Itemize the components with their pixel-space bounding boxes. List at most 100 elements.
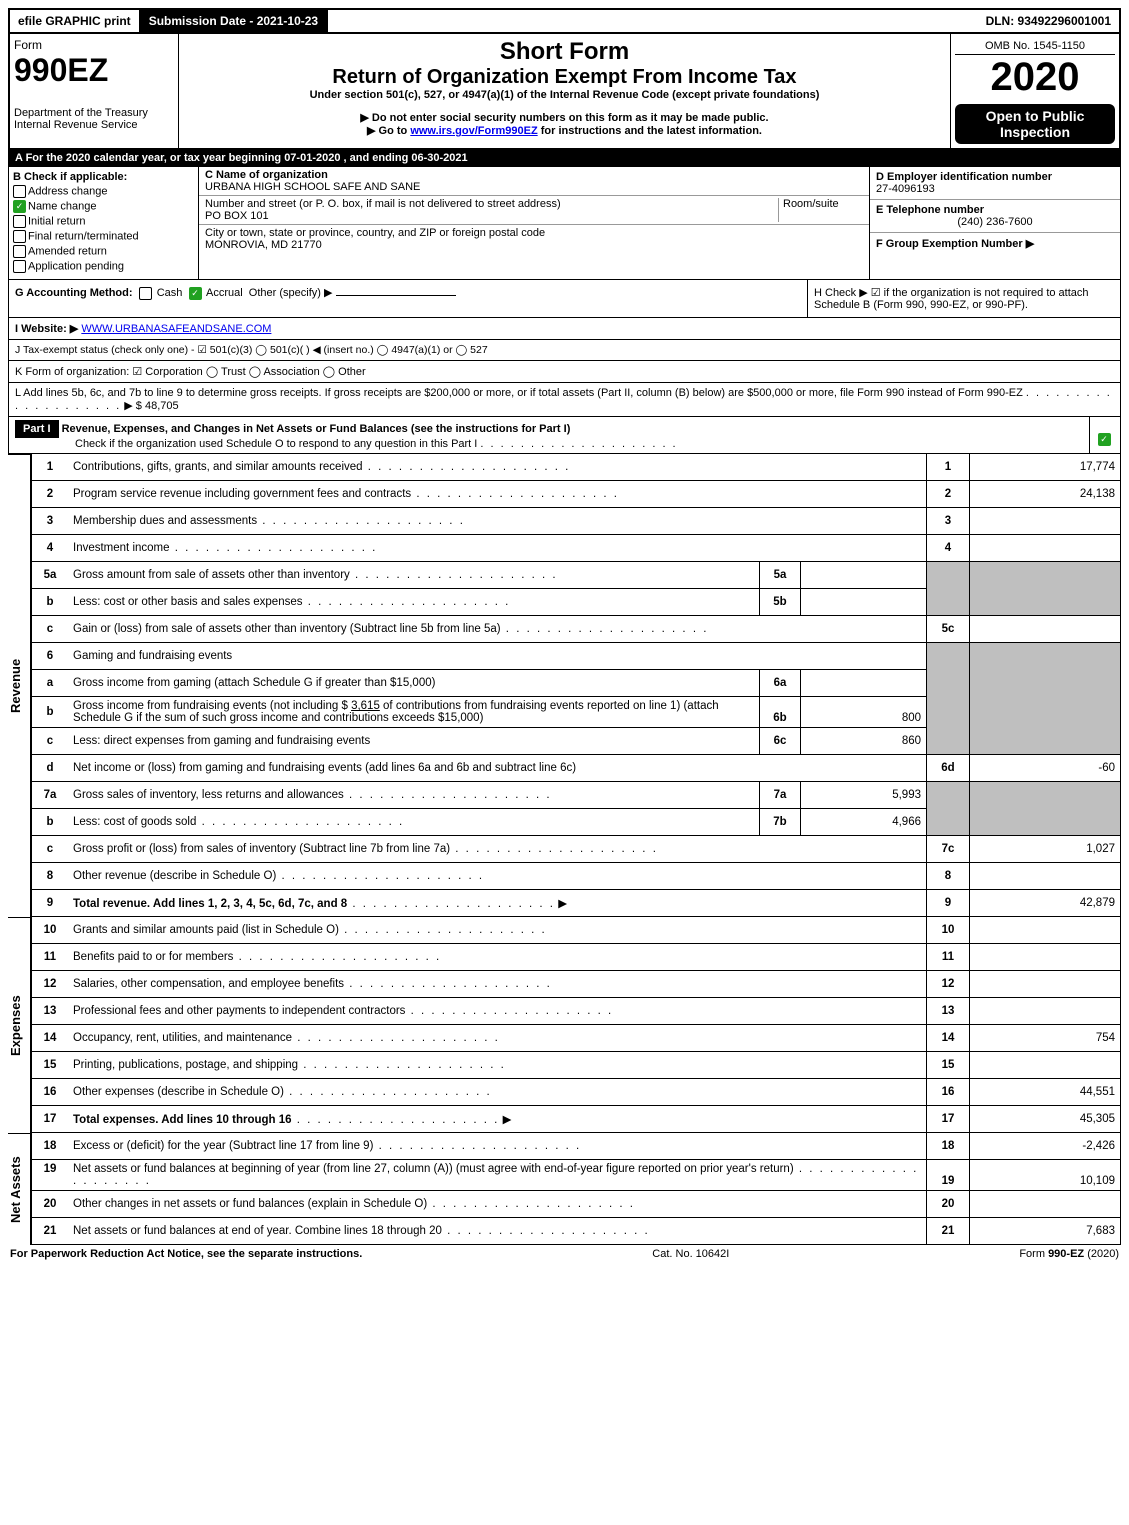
phone-label: E Telephone number <box>876 204 984 216</box>
footer-center: Cat. No. 10642I <box>652 1248 729 1260</box>
form-number: 990EZ <box>14 52 174 89</box>
line-ref: 13 <box>927 998 970 1025</box>
check-initial-return[interactable]: Initial return <box>13 215 194 228</box>
line-ref: 15 <box>927 1052 970 1079</box>
checkbox-checked-icon <box>1098 433 1111 446</box>
line-val <box>970 971 1121 998</box>
footer-right-post: (2020) <box>1084 1248 1119 1260</box>
line-desc: Gaming and fundraising events <box>68 643 927 670</box>
line-17: 17Total expenses. Add lines 10 through 1… <box>32 1106 1121 1133</box>
shaded-cell <box>927 562 970 616</box>
part1-header-row: Part I Revenue, Expenses, and Changes in… <box>8 417 1121 454</box>
line-ref: 16 <box>927 1079 970 1106</box>
line-num: c <box>32 616 69 643</box>
check-name-change[interactable]: Name change <box>13 200 194 213</box>
line-desc: Program service revenue including govern… <box>73 488 411 500</box>
checkbox-checked-icon[interactable] <box>189 287 202 300</box>
shaded-cell <box>927 782 970 836</box>
line-8: 8Other revenue (describe in Schedule O)8 <box>32 863 1121 890</box>
line-val: 10,109 <box>970 1160 1121 1191</box>
line-val: -2,426 <box>970 1133 1121 1160</box>
check-label: Address change <box>28 185 108 197</box>
website-link[interactable]: WWW.URBANASAFEANDSANE.COM <box>81 323 271 335</box>
line-desc-pre: Gross income from fundraising events (no… <box>73 700 351 712</box>
line-num: 18 <box>32 1133 69 1160</box>
check-application-pending[interactable]: Application pending <box>13 260 194 273</box>
check-final-return[interactable]: Final return/terminated <box>13 230 194 243</box>
dln-label: DLN: 93492296001001 <box>978 10 1119 32</box>
footer-right-bold: 990-EZ <box>1048 1248 1084 1260</box>
info-grid: B Check if applicable: Address change Na… <box>8 167 1121 280</box>
line-val <box>970 1052 1121 1079</box>
line-ref: 11 <box>927 944 970 971</box>
line-ref: 6d <box>927 755 970 782</box>
line-subref: 6c <box>760 728 801 755</box>
line-desc: Gross amount from sale of assets other t… <box>73 569 350 581</box>
line-ref: 18 <box>927 1133 970 1160</box>
line-3: 3Membership dues and assessments3 <box>32 508 1121 535</box>
form-header: Form 990EZ Department of the Treasury In… <box>8 34 1121 150</box>
line-subval: 800 <box>801 697 927 728</box>
line-ref: 8 <box>927 863 970 890</box>
check-label: Name change <box>28 200 97 212</box>
ein-label: D Employer identification number <box>876 171 1052 183</box>
line-val <box>970 917 1121 944</box>
line-6: 6Gaming and fundraising events <box>32 643 1121 670</box>
line-num: 19 <box>32 1160 69 1191</box>
check-address-change[interactable]: Address change <box>13 185 194 198</box>
line-ref: 21 <box>927 1218 970 1245</box>
box-g-label: G Accounting Method: <box>15 287 133 299</box>
line-ref: 10 <box>927 917 970 944</box>
irs-link[interactable]: www.irs.gov/Form990EZ <box>410 125 537 137</box>
return-title: Return of Organization Exempt From Incom… <box>183 66 946 89</box>
line-subval: 4,966 <box>801 809 927 836</box>
contrib-amount: 3,615 <box>351 700 380 712</box>
line-14: 14Occupancy, rent, utilities, and mainte… <box>32 1025 1121 1052</box>
line-num: 9 <box>32 890 69 917</box>
expenses-section: Expenses 10Grants and similar amounts pa… <box>8 917 1121 1133</box>
line-ref: 7c <box>927 836 970 863</box>
box-k-org-form: K Form of organization: ☑ Corporation ◯ … <box>8 361 1121 383</box>
part1-schedule-o-check[interactable] <box>1089 417 1120 453</box>
line-desc: Gain or (loss) from sale of assets other… <box>73 623 501 635</box>
line-val <box>970 535 1121 562</box>
warning-1: ▶ Do not enter social security numbers o… <box>183 111 946 124</box>
line-ref: 5c <box>927 616 970 643</box>
line-desc: Investment income <box>73 542 170 554</box>
line-desc: Professional fees and other payments to … <box>73 1005 405 1017</box>
part1-check-text: Check if the organization used Schedule … <box>15 438 477 450</box>
line-ref: 14 <box>927 1025 970 1052</box>
efile-label[interactable]: efile GRAPHIC print <box>10 10 141 32</box>
line-val: 42,879 <box>970 890 1121 917</box>
other-input-line[interactable] <box>336 295 456 296</box>
dots-icon <box>292 1114 500 1126</box>
box-l-gross: L Add lines 5b, 6c, and 7b to line 9 to … <box>8 383 1121 417</box>
check-amended-return[interactable]: Amended return <box>13 245 194 258</box>
warn2-suffix: for instructions and the latest informat… <box>538 125 762 137</box>
dots-icon <box>298 1059 506 1071</box>
dots-icon <box>411 488 619 500</box>
check-label: Final return/terminated <box>28 230 139 242</box>
line-num: 11 <box>32 944 69 971</box>
line-val <box>970 998 1121 1025</box>
ein-value: 27-4096193 <box>876 183 935 195</box>
line-subref: 7b <box>760 809 801 836</box>
line-5c: c Gain or (loss) from sale of assets othe… <box>32 616 1121 643</box>
part1-title: Revenue, Expenses, and Changes in Net As… <box>62 423 571 435</box>
box-def: D Employer identification number 27-4096… <box>870 167 1120 279</box>
line-desc: Net assets or fund balances at end of ye… <box>73 1225 442 1237</box>
other-label: Other (specify) ▶ <box>249 287 333 299</box>
line-num: 13 <box>32 998 69 1025</box>
line-subref: 7a <box>760 782 801 809</box>
line-desc: Benefits paid to or for members <box>73 951 233 963</box>
checkbox-icon[interactable] <box>139 287 152 300</box>
revenue-section: Revenue 1Contributions, gifts, grants, a… <box>8 454 1121 917</box>
gross-receipts-value: 48,705 <box>145 400 179 412</box>
line-val: 24,138 <box>970 481 1121 508</box>
box-b-title: B Check if applicable: <box>13 171 194 183</box>
line-num: 4 <box>32 535 69 562</box>
line-18: 18Excess or (deficit) for the year (Subt… <box>32 1133 1121 1160</box>
dots-icon <box>501 623 709 635</box>
dots-icon <box>339 924 547 936</box>
line-desc: Net income or (loss) from gaming and fun… <box>68 755 927 782</box>
